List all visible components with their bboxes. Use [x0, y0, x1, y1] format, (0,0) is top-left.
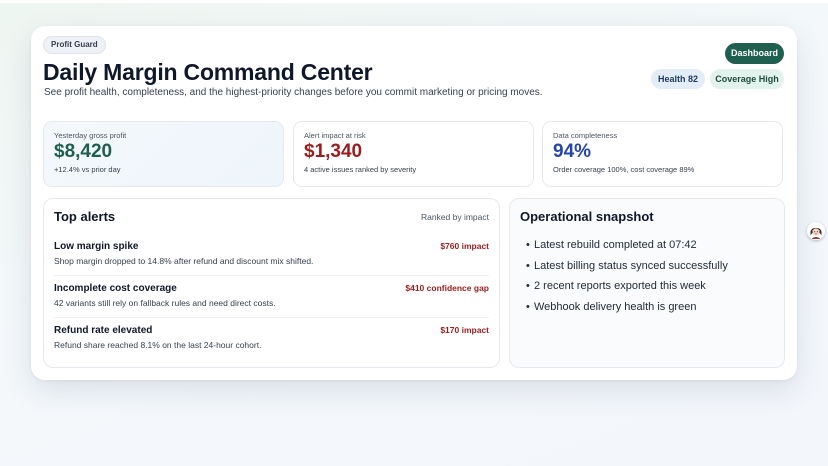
alert-item[interactable]: Low margin spike $760 impact Shop margin… [54, 241, 489, 279]
health-badge: Health 82 [651, 69, 705, 89]
bullet-icon: • [526, 259, 530, 272]
alert-description: 42 variants still rely on fallback rules… [54, 298, 276, 308]
snapshot-title: Operational snapshot [520, 209, 654, 224]
header: Profit Guard Daily Margin Command Center… [31, 26, 797, 136]
operational-snapshot-panel: Operational snapshot • Latest rebuild com… [509, 198, 785, 368]
page-subtitle: See profit health, completeness, and the… [44, 87, 543, 98]
product-tag: Profit Guard [43, 36, 106, 54]
stat-data-completeness: Data completeness 94% Order coverage 100… [542, 121, 783, 187]
snapshot-item-text: 2 recent reports exported this week [534, 280, 706, 292]
snapshot-item: • Latest billing status synced successful… [526, 256, 728, 277]
snapshot-item: • Webhook delivery health is green [526, 297, 728, 318]
stat-value: 94% [553, 141, 592, 162]
alert-impact: $410 confidence gap [405, 283, 489, 293]
stat-gross-profit: Yesterday gross profit $8,420 +12.4% vs … [43, 121, 284, 187]
snapshot-list: • Latest rebuild completed at 07:42 • Late… [526, 235, 728, 317]
stat-label: Yesterday gross profit [54, 131, 127, 140]
bullet-icon: • [526, 280, 530, 292]
alert-title: Refund rate elevated [54, 325, 153, 336]
stat-note: +12.4% vs prior day [54, 165, 121, 174]
stat-note: Order coverage 100%, cost coverage 89% [553, 165, 695, 174]
avatar-face-icon-svg [807, 222, 825, 240]
alert-title: Low margin spike [54, 241, 139, 252]
stat-value: $8,420 [54, 141, 113, 162]
alert-item[interactable]: Incomplete cost coverage $410 confidence… [54, 283, 489, 321]
alert-title: Incomplete cost coverage [54, 283, 177, 294]
snapshot-item-text: Latest billing status synced successfull… [534, 259, 728, 272]
snapshot-item: • 2 recent reports exported this week [526, 276, 728, 297]
stat-label: Alert impact at risk [304, 131, 366, 140]
snapshot-item-text: Webhook delivery health is green [534, 300, 697, 313]
dashboard-button[interactable]: Dashboard [725, 43, 784, 64]
stat-value: $1,340 [304, 141, 363, 162]
page-title: Daily Margin Command Center [43, 59, 373, 85]
bullet-icon: • [526, 239, 530, 251]
alert-item[interactable]: Refund rate elevated $170 impact Refund … [54, 325, 489, 363]
alerts-ranking-label: Ranked by impact [420, 212, 489, 222]
alert-divider [54, 275, 489, 276]
alert-impact: $170 impact [440, 325, 489, 335]
snapshot-item-text: Latest rebuild completed at 07:42 [534, 239, 697, 251]
avatar-face-icon[interactable] [807, 222, 825, 240]
stat-label: Data completeness [553, 131, 618, 140]
snapshot-item: • Latest rebuild completed at 07:42 [526, 235, 728, 256]
top-alerts-panel: Top alerts Ranked by impact Low margin s… [43, 198, 500, 368]
alert-description: Shop margin dropped to 14.8% after refun… [54, 256, 314, 266]
alert-impact: $760 impact [440, 241, 489, 251]
bullet-icon: • [526, 300, 530, 313]
top-bar [0, 0, 828, 3]
coverage-badge: Coverage High [710, 69, 784, 89]
command-center-card: Profit Guard Daily Margin Command Center… [31, 26, 797, 380]
alert-description: Refund share reached 8.1% on the last 24… [54, 340, 262, 350]
alert-divider [54, 317, 489, 318]
stat-note: 4 active issues ranked by severity [304, 165, 417, 174]
alerts-title: Top alerts [54, 209, 116, 224]
stat-alert-impact: Alert impact at risk $1,340 4 active iss… [293, 121, 534, 187]
